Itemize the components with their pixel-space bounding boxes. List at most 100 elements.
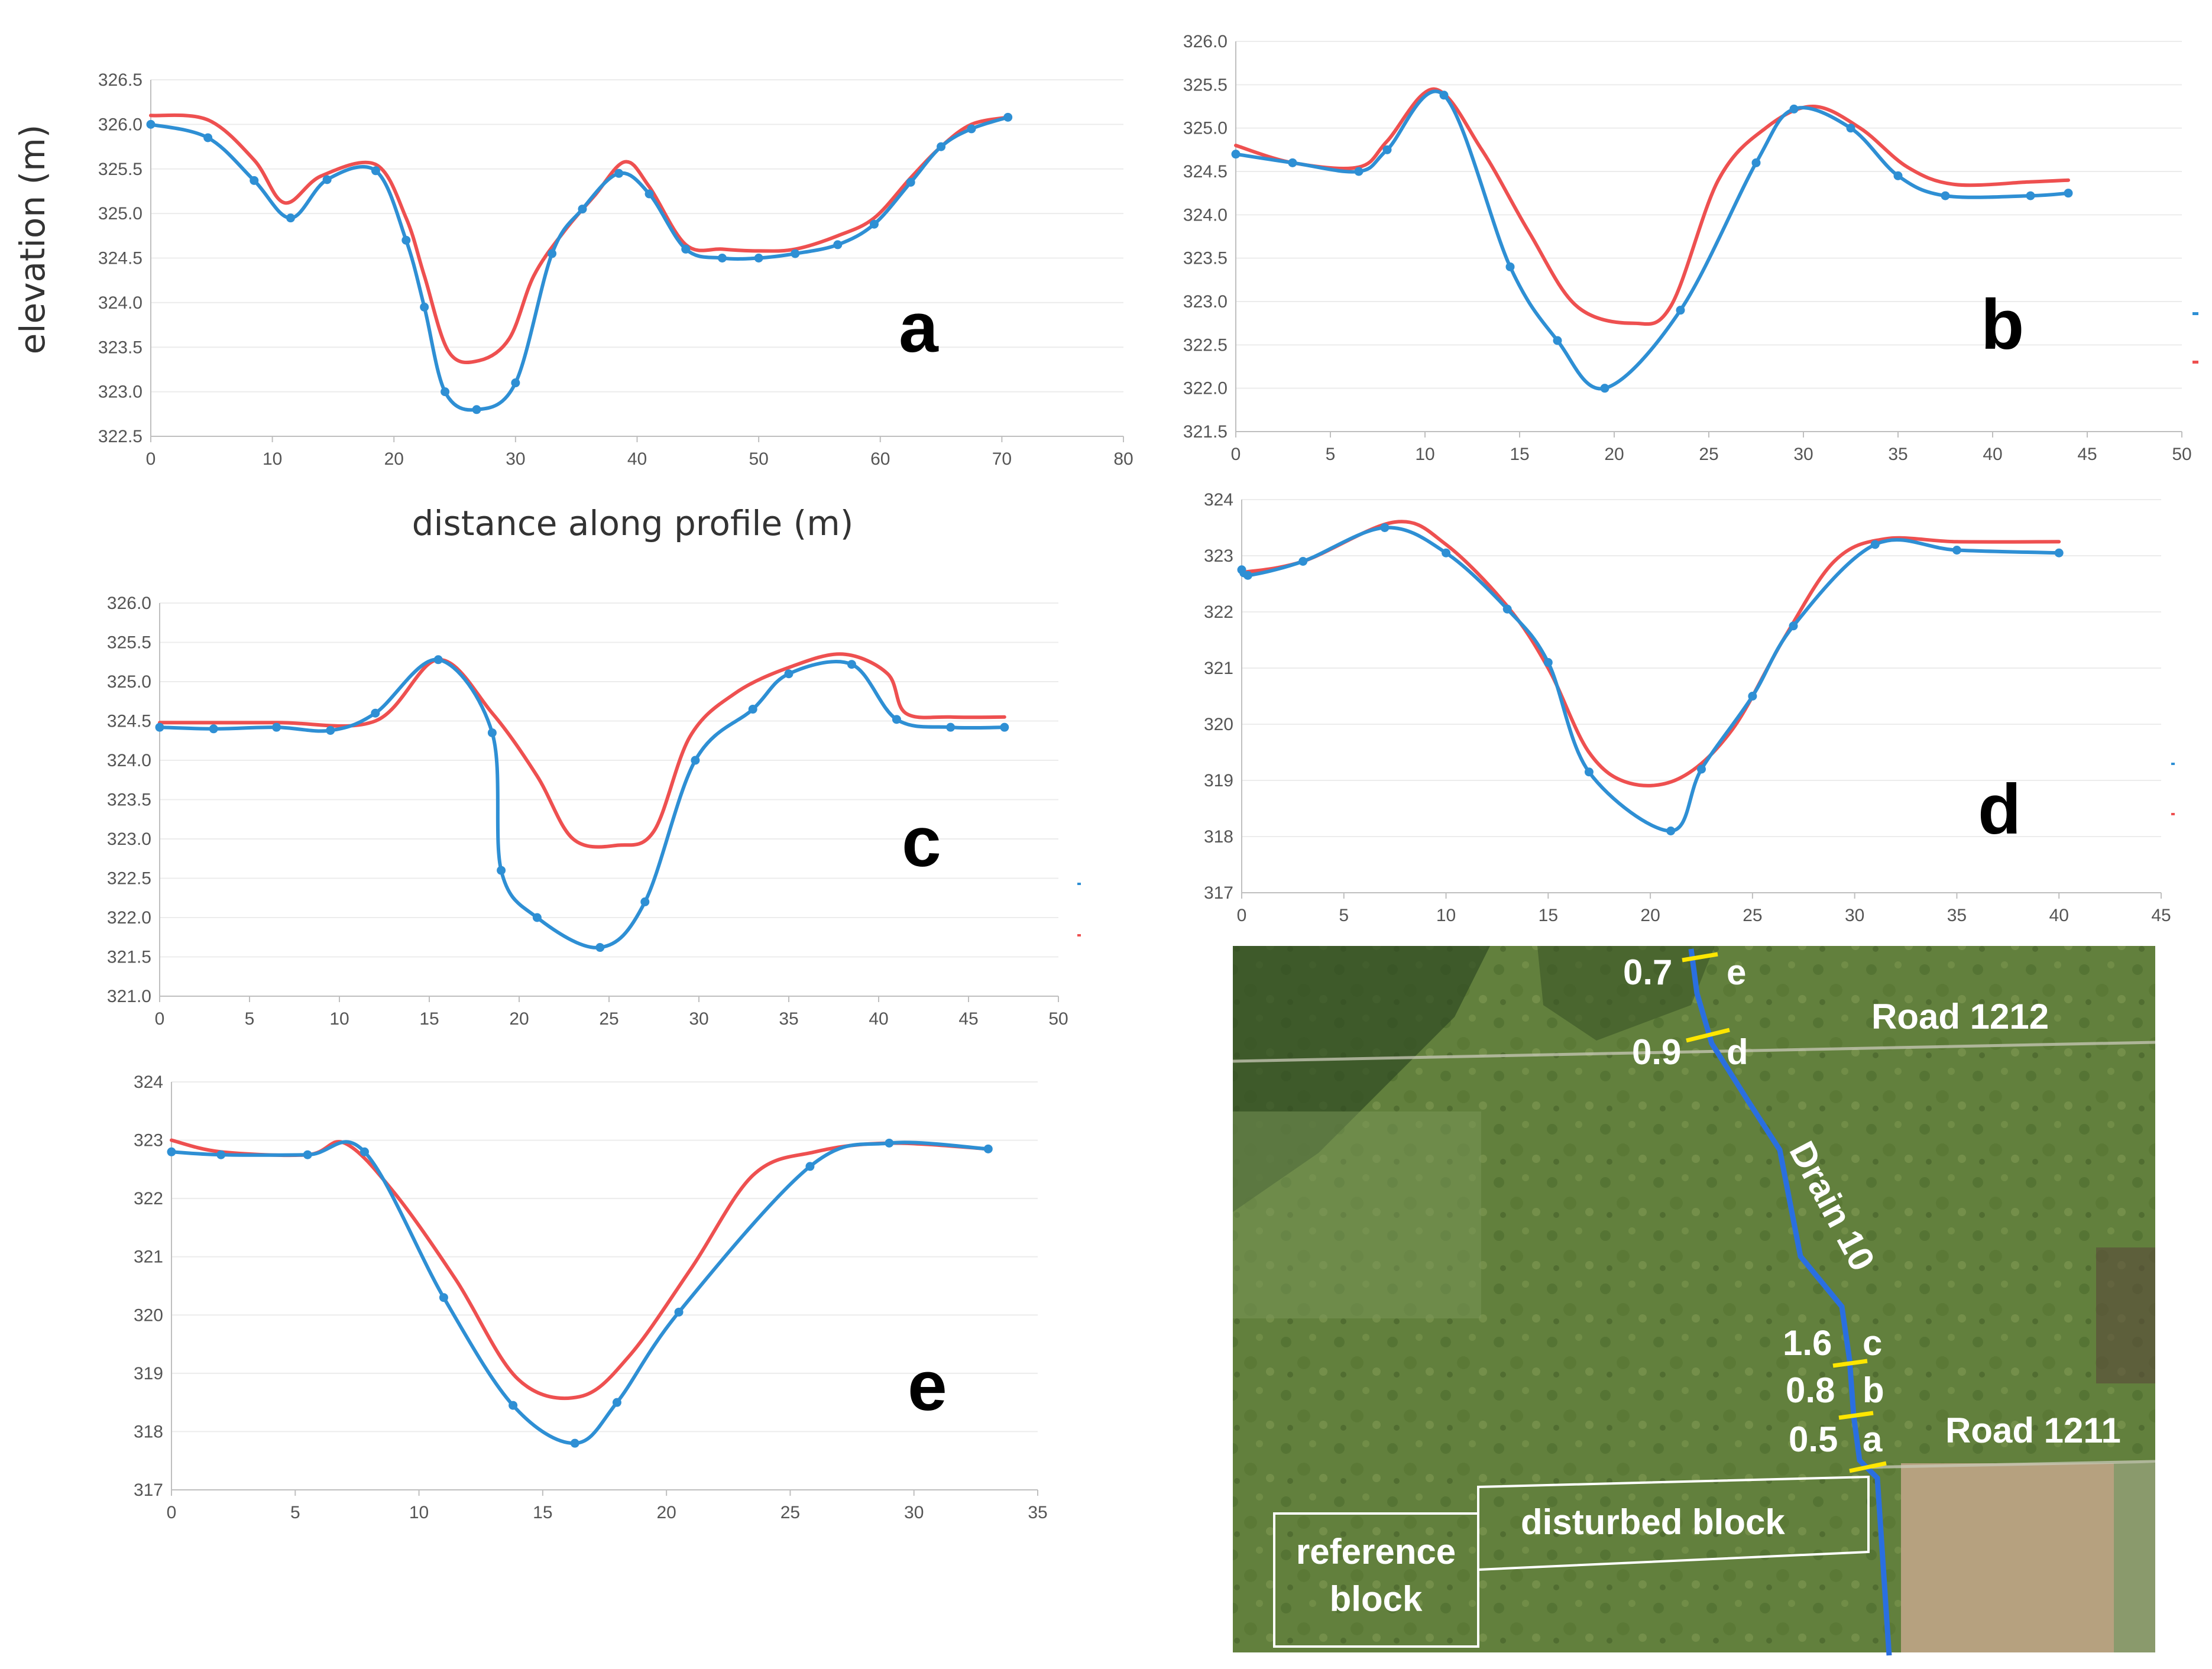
chart-d-xtick-label: 5 (1339, 906, 1349, 925)
chart-d-series (1239, 520, 2061, 833)
chart-b-ytick-labels: 321.5 322.0 322.5 323.0 323.5 324.0 324.5 325.0… (1183, 32, 1228, 442)
chart-d-point-blue (1442, 548, 1451, 558)
chart-c-xtick-label: 15 (419, 1009, 439, 1029)
chart-e-series (170, 1138, 990, 1446)
chart-c-xtick-label: 40 (869, 1009, 888, 1029)
chart-c-ytick-label: 323.0 (107, 829, 151, 849)
chart-a-point-blue (754, 254, 763, 262)
chart-c-point-blue (272, 722, 281, 732)
chart-d-ytick-label: 317 (1204, 883, 1233, 903)
site-map: 0.7 e 0.9 d 1.6 c 0.8 b 0.5 a Road 1212 … (1232, 946, 2156, 1656)
chart-a-point-blue (791, 249, 800, 258)
chart-b-point-blue (2064, 189, 2073, 198)
chart-a-ylabel: elevation (m) (12, 125, 53, 355)
chart-c-point-blue (155, 722, 164, 732)
chart-c-ytick-label: 322.5 (107, 869, 151, 889)
chart-c-point-blue (946, 722, 956, 732)
chart-c-xtick-label: 25 (599, 1009, 618, 1029)
chart-d-ytick-label: 322 (1204, 602, 1233, 622)
chart-d-panel-letter: d (1978, 770, 2021, 849)
map-section-d-value: 0.9 (1632, 1032, 1681, 1072)
chart-c-series (158, 652, 1006, 949)
chart-b-point-blue (1941, 191, 1950, 200)
chart-d-ytick-labels: 317 318 319 320 321 322 323 324 (1204, 490, 1233, 903)
chart-b-xtick-label: 5 (1326, 445, 1336, 464)
chart-d-point-blue (1543, 658, 1553, 667)
chart-b-ytick-label: 325.0 (1183, 119, 1228, 138)
chart-e-xtick-label: 25 (780, 1503, 800, 1522)
legend-mark-blue-c (1077, 883, 1081, 885)
chart-e-xtick-label: 30 (904, 1503, 924, 1522)
map-road-1212-line (1232, 1041, 2156, 1063)
chart-a-xtick-label: 20 (384, 449, 404, 469)
chart-b-line-red (1234, 87, 2070, 326)
marker-e (1682, 952, 1718, 962)
chart-b-xtick-label: 50 (2172, 445, 2191, 464)
chart-c-point-blue (640, 897, 650, 906)
chart-c-ytick-labels: 321.0 321.5 322.0 322.5 323.0 323.5 324.0 324.5… (107, 594, 151, 1006)
chart-a-xtick-label: 40 (627, 449, 647, 469)
chart-a-point-blue (420, 302, 429, 312)
chart-d-ytick-label: 319 (1204, 771, 1233, 790)
map-light-patch-w (1233, 1111, 1481, 1318)
chart-c: 321.0 321.5 322.0 322.5 323.0 323.5 324.0 324.5… (107, 594, 1068, 1029)
chart-c-point-blue (371, 708, 380, 718)
chart-d-xtick-label: 35 (1947, 906, 1967, 925)
chart-e-point-blue (509, 1401, 518, 1410)
chart-a-xtick-label: 10 (263, 449, 282, 469)
map-road-1211-line (1862, 1460, 2156, 1469)
chart-b-xtick-label: 45 (2077, 445, 2097, 464)
chart-a-xtick-label: 50 (749, 449, 768, 469)
chart-c-point-blue (1000, 722, 1009, 732)
chart-e-point-blue (674, 1307, 684, 1317)
chart-e-ytick-label: 321 (134, 1247, 163, 1267)
chart-e-point-blue (360, 1147, 369, 1156)
map-reference-block-label-1: reference (1296, 1532, 1456, 1571)
chart-d-points (1237, 523, 2064, 835)
chart-e-point-blue (570, 1438, 579, 1448)
chart-b-xtick-label: 15 (1510, 445, 1529, 464)
chart-e-xtick-labels: 0 5 10 15 20 25 30 35 (167, 1503, 1048, 1522)
chart-d-point-blue (1697, 764, 1706, 774)
chart-e-ytick-label: 324 (134, 1072, 163, 1092)
chart-e-line-red (170, 1138, 990, 1401)
chart-c-xtick-label: 0 (155, 1009, 165, 1029)
chart-b-point-blue (1553, 336, 1562, 345)
map-disturbed-block-label: disturbed block (1521, 1502, 1785, 1542)
chart-a-xlabel: distance along profile (m) (412, 503, 854, 543)
chart-a-point-blue (937, 142, 946, 151)
chart-b-point-blue (1505, 262, 1515, 271)
map-section-b-letter: b (1863, 1370, 1884, 1410)
chart-e-point-blue (983, 1144, 993, 1153)
chart-c-xtick-label: 30 (689, 1009, 708, 1029)
chart-e-xtick-label: 5 (290, 1503, 300, 1522)
chart-a-xtick-labels: 0 10 20 30 40 50 60 70 80 (146, 449, 1133, 469)
chart-d-xtick-label: 20 (1640, 906, 1660, 925)
marker-b (1838, 1411, 1874, 1420)
chart-b-xtick-label: 30 (1793, 445, 1813, 464)
chart-e-xtick-label: 15 (533, 1503, 552, 1522)
chart-b: 321.5 322.0 322.5 323.0 323.5 324.0 324.5 325.0… (1183, 32, 2192, 464)
map-section-a-value: 0.5 (1789, 1420, 1838, 1459)
chart-b-ytick-label: 323.0 (1183, 292, 1228, 312)
chart-c-xtick-label: 20 (509, 1009, 529, 1029)
marker-d (1686, 1028, 1730, 1043)
chart-a-xtick-label: 80 (1113, 449, 1133, 469)
chart-a-point-blue (548, 249, 557, 258)
chart-b-point-blue (1439, 90, 1449, 100)
marker-a (1849, 1461, 1887, 1473)
chart-d-xtick-label: 25 (1743, 906, 1762, 925)
chart-d-point-blue (1666, 827, 1676, 835)
chart-c-point-blue (487, 728, 497, 737)
chart-c-ytick-label: 321.5 (107, 948, 151, 967)
map-road-1212-label: Road 1212 (1871, 997, 2049, 1036)
chart-b-point-blue (1382, 145, 1392, 154)
chart-b-xtick-label: 10 (1415, 445, 1434, 464)
chart-d-point-blue (1952, 546, 1961, 555)
chart-a-xtick-label: 70 (992, 449, 1012, 469)
chart-c-line-red (158, 652, 1006, 849)
chart-a-point-blue (401, 235, 411, 245)
disturbed-block-outline (1477, 1475, 1870, 1571)
chart-a-point-blue (511, 378, 520, 388)
